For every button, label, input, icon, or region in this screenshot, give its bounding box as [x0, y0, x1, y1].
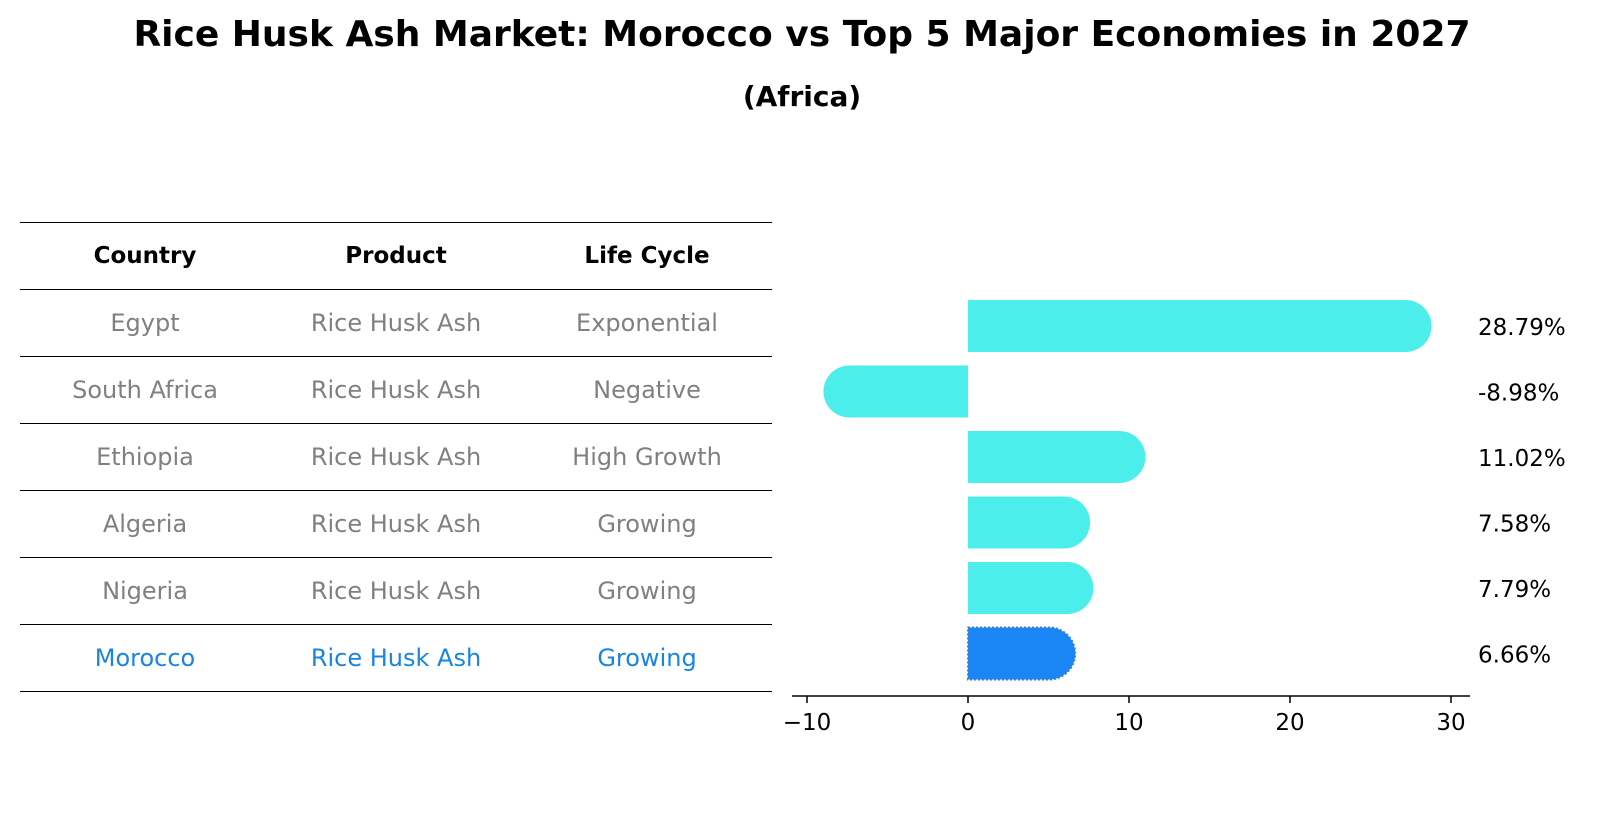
- cell-life-cycle: High Growth: [522, 423, 772, 491]
- header-product: Product: [270, 222, 522, 290]
- data-label: 6.66%: [1478, 643, 1551, 669]
- data-label: 28.79%: [1478, 315, 1566, 341]
- cell-product: Rice Husk Ash: [270, 624, 522, 692]
- bar-algeria: [968, 496, 1091, 549]
- bar-nigeria: [968, 562, 1094, 614]
- bar-ethiopia: [968, 431, 1146, 483]
- x-tick-label: 20: [1275, 710, 1304, 736]
- bar-morocco: [967, 626, 1077, 681]
- table-row: Algeria Rice Husk Ash Growing: [20, 490, 772, 558]
- bar-egypt: [968, 300, 1432, 352]
- cell-life-cycle: Exponential: [522, 289, 772, 357]
- cell-country: South Africa: [20, 356, 270, 424]
- cell-country: Ethiopia: [20, 423, 270, 491]
- cell-country: Egypt: [20, 289, 270, 357]
- header-life-cycle: Life Cycle: [522, 222, 772, 290]
- x-tick-label: −10: [783, 710, 832, 736]
- cell-product: Rice Husk Ash: [270, 356, 522, 424]
- data-table: Country Product Life Cycle Egypt Rice Hu…: [20, 222, 772, 692]
- table-row: Egypt Rice Husk Ash Exponential: [20, 289, 772, 357]
- table-row: Ethiopia Rice Husk Ash High Growth: [20, 423, 772, 491]
- cell-product: Rice Husk Ash: [270, 490, 522, 558]
- data-label: -8.98%: [1478, 381, 1559, 407]
- cell-life-cycle: Negative: [522, 356, 772, 424]
- cell-life-cycle: Growing: [522, 490, 772, 558]
- bar-south-africa: [823, 365, 968, 418]
- data-label: 7.58%: [1478, 512, 1551, 538]
- cell-country: Morocco: [20, 624, 270, 692]
- table-row: Nigeria Rice Husk Ash Growing: [20, 557, 772, 625]
- table-row-highlight: Morocco Rice Husk Ash Growing: [20, 624, 772, 692]
- header-country: Country: [20, 222, 270, 290]
- cell-life-cycle: Growing: [522, 557, 772, 625]
- x-tick-label: 0: [961, 710, 976, 736]
- cell-country: Nigeria: [20, 557, 270, 625]
- data-label: 7.79%: [1478, 577, 1551, 603]
- x-tick-label: 30: [1436, 710, 1465, 736]
- chart-subtitle: (Africa): [742, 80, 862, 113]
- data-label: 11.02%: [1478, 446, 1566, 472]
- cell-product: Rice Husk Ash: [270, 557, 522, 625]
- cell-product: Rice Husk Ash: [270, 289, 522, 357]
- cell-product: Rice Husk Ash: [270, 423, 522, 491]
- chart-title: Rice Husk Ash Market: Morocco vs Top 5 M…: [133, 14, 1471, 55]
- table-header-row: Country Product Life Cycle: [20, 222, 772, 290]
- cell-life-cycle: Growing: [522, 624, 772, 692]
- cell-country: Algeria: [20, 490, 270, 558]
- x-tick-label: 10: [1114, 710, 1143, 736]
- table-row: South Africa Rice Husk Ash Negative: [20, 356, 772, 424]
